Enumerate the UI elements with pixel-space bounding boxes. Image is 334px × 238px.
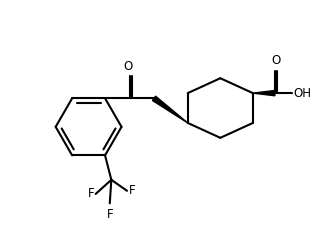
Text: OH: OH: [294, 87, 312, 100]
Text: O: O: [271, 55, 281, 67]
Text: O: O: [123, 60, 133, 73]
Text: F: F: [129, 184, 135, 197]
Polygon shape: [152, 96, 188, 123]
Text: F: F: [88, 188, 94, 200]
Text: F: F: [107, 208, 113, 221]
Polygon shape: [253, 90, 275, 96]
